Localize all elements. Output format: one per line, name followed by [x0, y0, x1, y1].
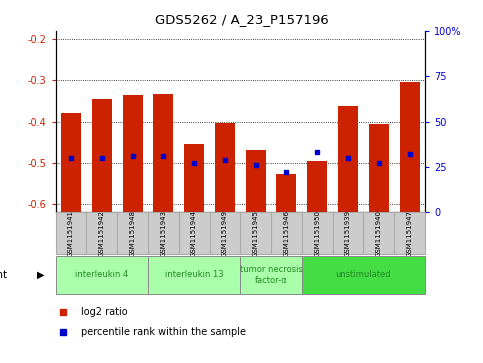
- Bar: [184, 144, 204, 212]
- Bar: [148, 256, 241, 294]
- Bar: [333, 212, 364, 254]
- Text: GSM1151943: GSM1151943: [160, 210, 166, 257]
- Bar: [92, 99, 112, 212]
- Text: GSM1151947: GSM1151947: [407, 210, 412, 257]
- Bar: [56, 212, 86, 254]
- Text: tumor necrosis
factor-α: tumor necrosis factor-α: [240, 265, 302, 285]
- Bar: [153, 94, 173, 212]
- Bar: [399, 82, 420, 212]
- Bar: [302, 256, 425, 294]
- Text: GDS5262 / A_23_P157196: GDS5262 / A_23_P157196: [155, 13, 328, 26]
- Bar: [179, 212, 210, 254]
- Bar: [394, 212, 425, 254]
- Text: GSM1151945: GSM1151945: [253, 210, 259, 257]
- Bar: [86, 212, 117, 254]
- Text: GSM1151948: GSM1151948: [129, 210, 136, 257]
- Bar: [302, 212, 333, 254]
- Bar: [271, 212, 302, 254]
- Bar: [148, 212, 179, 254]
- Text: GSM1151942: GSM1151942: [99, 210, 105, 257]
- Bar: [56, 256, 148, 294]
- Text: unstimulated: unstimulated: [336, 270, 391, 280]
- Bar: [338, 106, 358, 212]
- Text: GSM1151946: GSM1151946: [284, 210, 289, 257]
- Bar: [240, 256, 302, 294]
- Text: GSM1151940: GSM1151940: [376, 210, 382, 257]
- Bar: [276, 174, 297, 212]
- Text: interleukin 4: interleukin 4: [75, 270, 128, 280]
- Bar: [61, 113, 81, 212]
- Text: GSM1151944: GSM1151944: [191, 210, 197, 257]
- Bar: [215, 123, 235, 212]
- Text: log2 ratio: log2 ratio: [82, 307, 128, 317]
- Text: interleukin 13: interleukin 13: [165, 270, 224, 280]
- Text: percentile rank within the sample: percentile rank within the sample: [82, 327, 246, 337]
- Bar: [117, 212, 148, 254]
- Text: GSM1151949: GSM1151949: [222, 210, 228, 257]
- Text: GSM1151950: GSM1151950: [314, 210, 320, 257]
- Text: GSM1151939: GSM1151939: [345, 210, 351, 257]
- Text: GSM1151941: GSM1151941: [68, 210, 74, 257]
- Bar: [307, 161, 327, 212]
- Text: agent: agent: [0, 270, 7, 280]
- Bar: [210, 212, 240, 254]
- Bar: [369, 124, 389, 212]
- Text: ▶: ▶: [37, 270, 45, 280]
- Bar: [364, 212, 394, 254]
- Bar: [246, 151, 266, 212]
- Bar: [240, 212, 271, 254]
- Bar: [123, 95, 142, 212]
